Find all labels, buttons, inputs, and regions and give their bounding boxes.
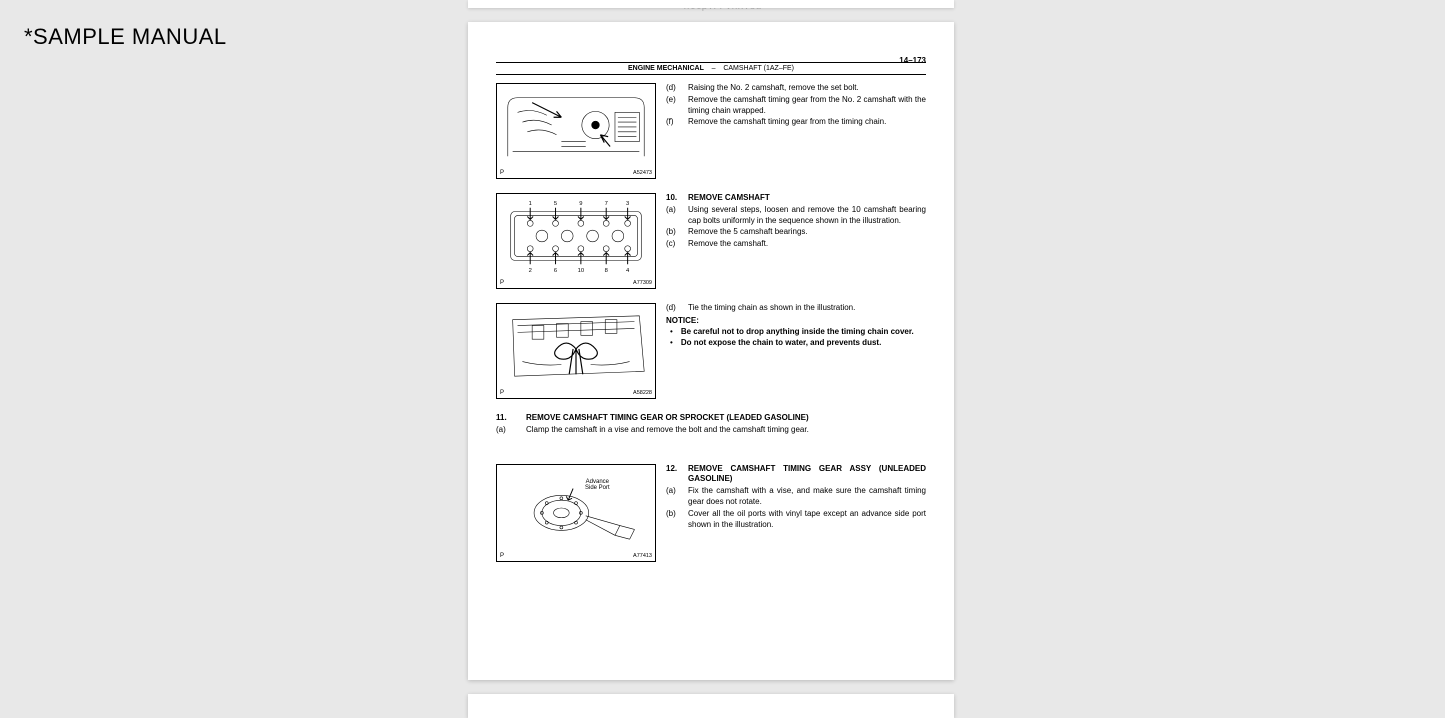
header-right: CAMSHAFT (1AZ–FE) <box>723 65 794 72</box>
step-e-text: Remove the camshaft timing gear from the… <box>688 95 926 117</box>
svg-text:9: 9 <box>579 201 582 207</box>
step-10-title: REMOVE CAMSHAFT <box>688 193 926 204</box>
section-1-text: (d) Raising the No. 2 camshaft, remove th… <box>666 83 926 179</box>
svg-text:8: 8 <box>605 268 608 274</box>
step-d-text: Raising the No. 2 camshaft, remove the s… <box>688 83 926 94</box>
bullet-icon: • <box>670 338 673 349</box>
section-1: P A52473 (d) Raising the No. 2 camshaft, … <box>496 83 926 179</box>
step-11-num: 11. <box>496 413 516 424</box>
header-left: ENGINE MECHANICAL <box>628 65 704 72</box>
figure-2-ref: A77309 <box>633 280 652 286</box>
step-3d-text: Tie the timing chain as shown in the ill… <box>688 303 926 314</box>
figure-2: 1 5 9 7 3 2 6 10 8 4 P A77309 <box>496 193 656 289</box>
figure-3-sketch <box>501 308 651 384</box>
section-3: P A58228 (d) Tie the timing chain as show… <box>496 303 926 399</box>
step-10a-text: Using several steps, loosen and remove t… <box>688 205 926 227</box>
step-11a-label: (a) <box>496 425 516 436</box>
section-5-text: 12. REMOVE CAMSHAFT TIMING GEAR ASSY (UNL… <box>666 464 926 562</box>
svg-text:3: 3 <box>626 201 629 207</box>
page-number: 14–173 <box>899 56 926 65</box>
figure-3-p: P <box>500 390 504 396</box>
step-11a-text: Clamp the camshaft in a vise and remove … <box>526 425 809 436</box>
section-2-text: 10. REMOVE CAMSHAFT (a) Using several step… <box>666 193 926 289</box>
figure-3-ref: A58228 <box>633 390 652 396</box>
svg-text:7: 7 <box>605 201 608 207</box>
step-10a-label: (a) <box>666 205 682 227</box>
section-4: 11. REMOVE CAMSHAFT TIMING GEAR OR SPROCK… <box>496 413 926 436</box>
svg-text:6: 6 <box>554 268 557 274</box>
step-e-label: (e) <box>666 95 682 117</box>
step-10c-label: (c) <box>666 239 682 250</box>
figure-4: AdvanceSide Port P A77413 <box>496 464 656 562</box>
section-2: 1 5 9 7 3 2 6 10 8 4 P A77309 10.REMO <box>496 193 926 289</box>
step-12b-text: Cover all the oil ports with vinyl tape … <box>688 509 926 531</box>
step-f-text: Remove the camshaft timing gear from the… <box>688 117 926 128</box>
figure-2-p: P <box>500 280 504 286</box>
notice-bullet-2: Do not expose the chain to water, and pr… <box>681 338 926 349</box>
figure-4-p: P <box>500 553 504 559</box>
svg-text:10: 10 <box>578 268 585 274</box>
svg-text:1: 1 <box>529 201 532 207</box>
figure-3: P A58228 <box>496 303 656 399</box>
sample-manual-label: *SAMPLE MANUAL <box>24 24 227 50</box>
figure-1: P A52473 <box>496 83 656 179</box>
prev-page-sliver <box>468 0 954 8</box>
next-page-sliver <box>468 694 954 718</box>
figure-4-label: AdvanceSide Port <box>585 479 610 492</box>
svg-text:4: 4 <box>626 268 630 274</box>
step-10b-label: (b) <box>666 227 682 238</box>
step-f-label: (f) <box>666 117 682 128</box>
svg-text:2: 2 <box>529 268 532 274</box>
figure-2-sketch: 1 5 9 7 3 2 6 10 8 4 <box>501 198 651 274</box>
bullet-icon: • <box>670 327 673 338</box>
section-5: AdvanceSide Port P A77413 12. REMOVE CAMS… <box>496 464 926 562</box>
header-sep: – <box>712 65 716 72</box>
figure-1-sketch <box>501 88 651 164</box>
figure-4-sketch <box>501 469 651 547</box>
step-3d-label: (d) <box>666 303 682 314</box>
section-3-text: (d) Tie the timing chain as shown in the … <box>666 303 926 399</box>
step-12-num: 12. <box>666 464 682 486</box>
figure-1-p: P <box>500 170 504 176</box>
step-d-label: (d) <box>666 83 682 94</box>
step-10-num: 10. <box>666 193 682 204</box>
header-title: ENGINE MECHANICAL – CAMSHAFT (1AZ–FE) <box>496 63 926 75</box>
step-10c-text: Remove the camshaft. <box>688 239 926 250</box>
figure-1-ref: A52473 <box>633 170 652 176</box>
step-11-title: REMOVE CAMSHAFT TIMING GEAR OR SPROCKET … <box>526 413 809 424</box>
page-header: 14–173 ENGINE MECHANICAL – CAMSHAFT (1AZ… <box>496 62 926 75</box>
step-12a-label: (a) <box>666 486 682 508</box>
step-12-title: REMOVE CAMSHAFT TIMING GEAR ASSY (UNLEAD… <box>688 464 926 486</box>
step-12a-text: Fix the camshaft with a vise, and make s… <box>688 486 926 508</box>
notice-bullet-1: Be careful not to drop anything inside t… <box>681 327 926 338</box>
manual-page: 14–173 ENGINE MECHANICAL – CAMSHAFT (1AZ… <box>468 22 954 680</box>
figure-4-ref: A77413 <box>633 553 652 559</box>
step-10b-text: Remove the 5 camshaft bearings. <box>688 227 926 238</box>
notice-label: NOTICE: <box>666 316 926 327</box>
svg-text:5: 5 <box>554 201 557 207</box>
step-12b-label: (b) <box>666 509 682 531</box>
